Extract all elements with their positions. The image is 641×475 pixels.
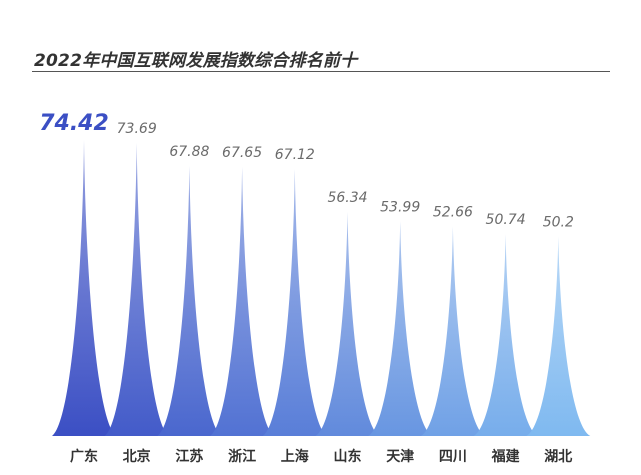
bar-山东 [315,211,380,436]
bar-四川 [420,226,485,436]
value-label-广东: 74.42 [39,111,109,136]
bar-福建 [473,234,538,436]
bar-天津 [368,221,433,436]
category-label-浙江: 浙江 [228,448,256,465]
bar-北京 [104,142,169,437]
value-label-北京: 73.69 [117,121,157,137]
category-label-山东: 山东 [334,448,362,465]
bar-湖北 [526,236,591,436]
value-label-江苏: 67.88 [169,144,209,160]
category-label-group: 广东 北京 江苏 浙江 上海 山东 天津 四川 福建 湖北 [70,448,572,465]
value-label-福建: 50.74 [486,212,526,228]
category-label-湖北: 湖北 [544,449,572,465]
value-label-上海: 67.12 [275,147,315,163]
category-label-福建: 福建 [491,448,520,465]
value-label-湖北: 50.2 [543,214,574,230]
category-label-上海: 上海 [281,448,309,465]
bar-广东 [52,140,116,436]
bar-上海 [262,169,327,436]
category-label-天津: 天津 [386,448,414,465]
value-label-group: 74.42 73.69 67.88 67.65 67.12 56.34 53.99 52.66… [39,111,574,230]
value-label-山东: 56.34 [327,190,367,206]
bar-江苏 [157,166,222,436]
chart-title: 2022年中国互联网发展指数综合排名前十 [34,51,358,71]
value-label-四川: 52.66 [433,205,473,221]
category-label-广东: 广东 [70,448,98,465]
category-label-四川: 四川 [439,449,467,465]
title-divider [32,71,610,72]
value-label-天津: 53.99 [380,199,420,215]
category-label-北京: 北京 [123,448,151,465]
bar-group [52,140,591,437]
value-label-浙江: 67.65 [222,145,262,161]
category-label-江苏: 江苏 [175,448,203,465]
bar-浙江 [210,166,275,436]
